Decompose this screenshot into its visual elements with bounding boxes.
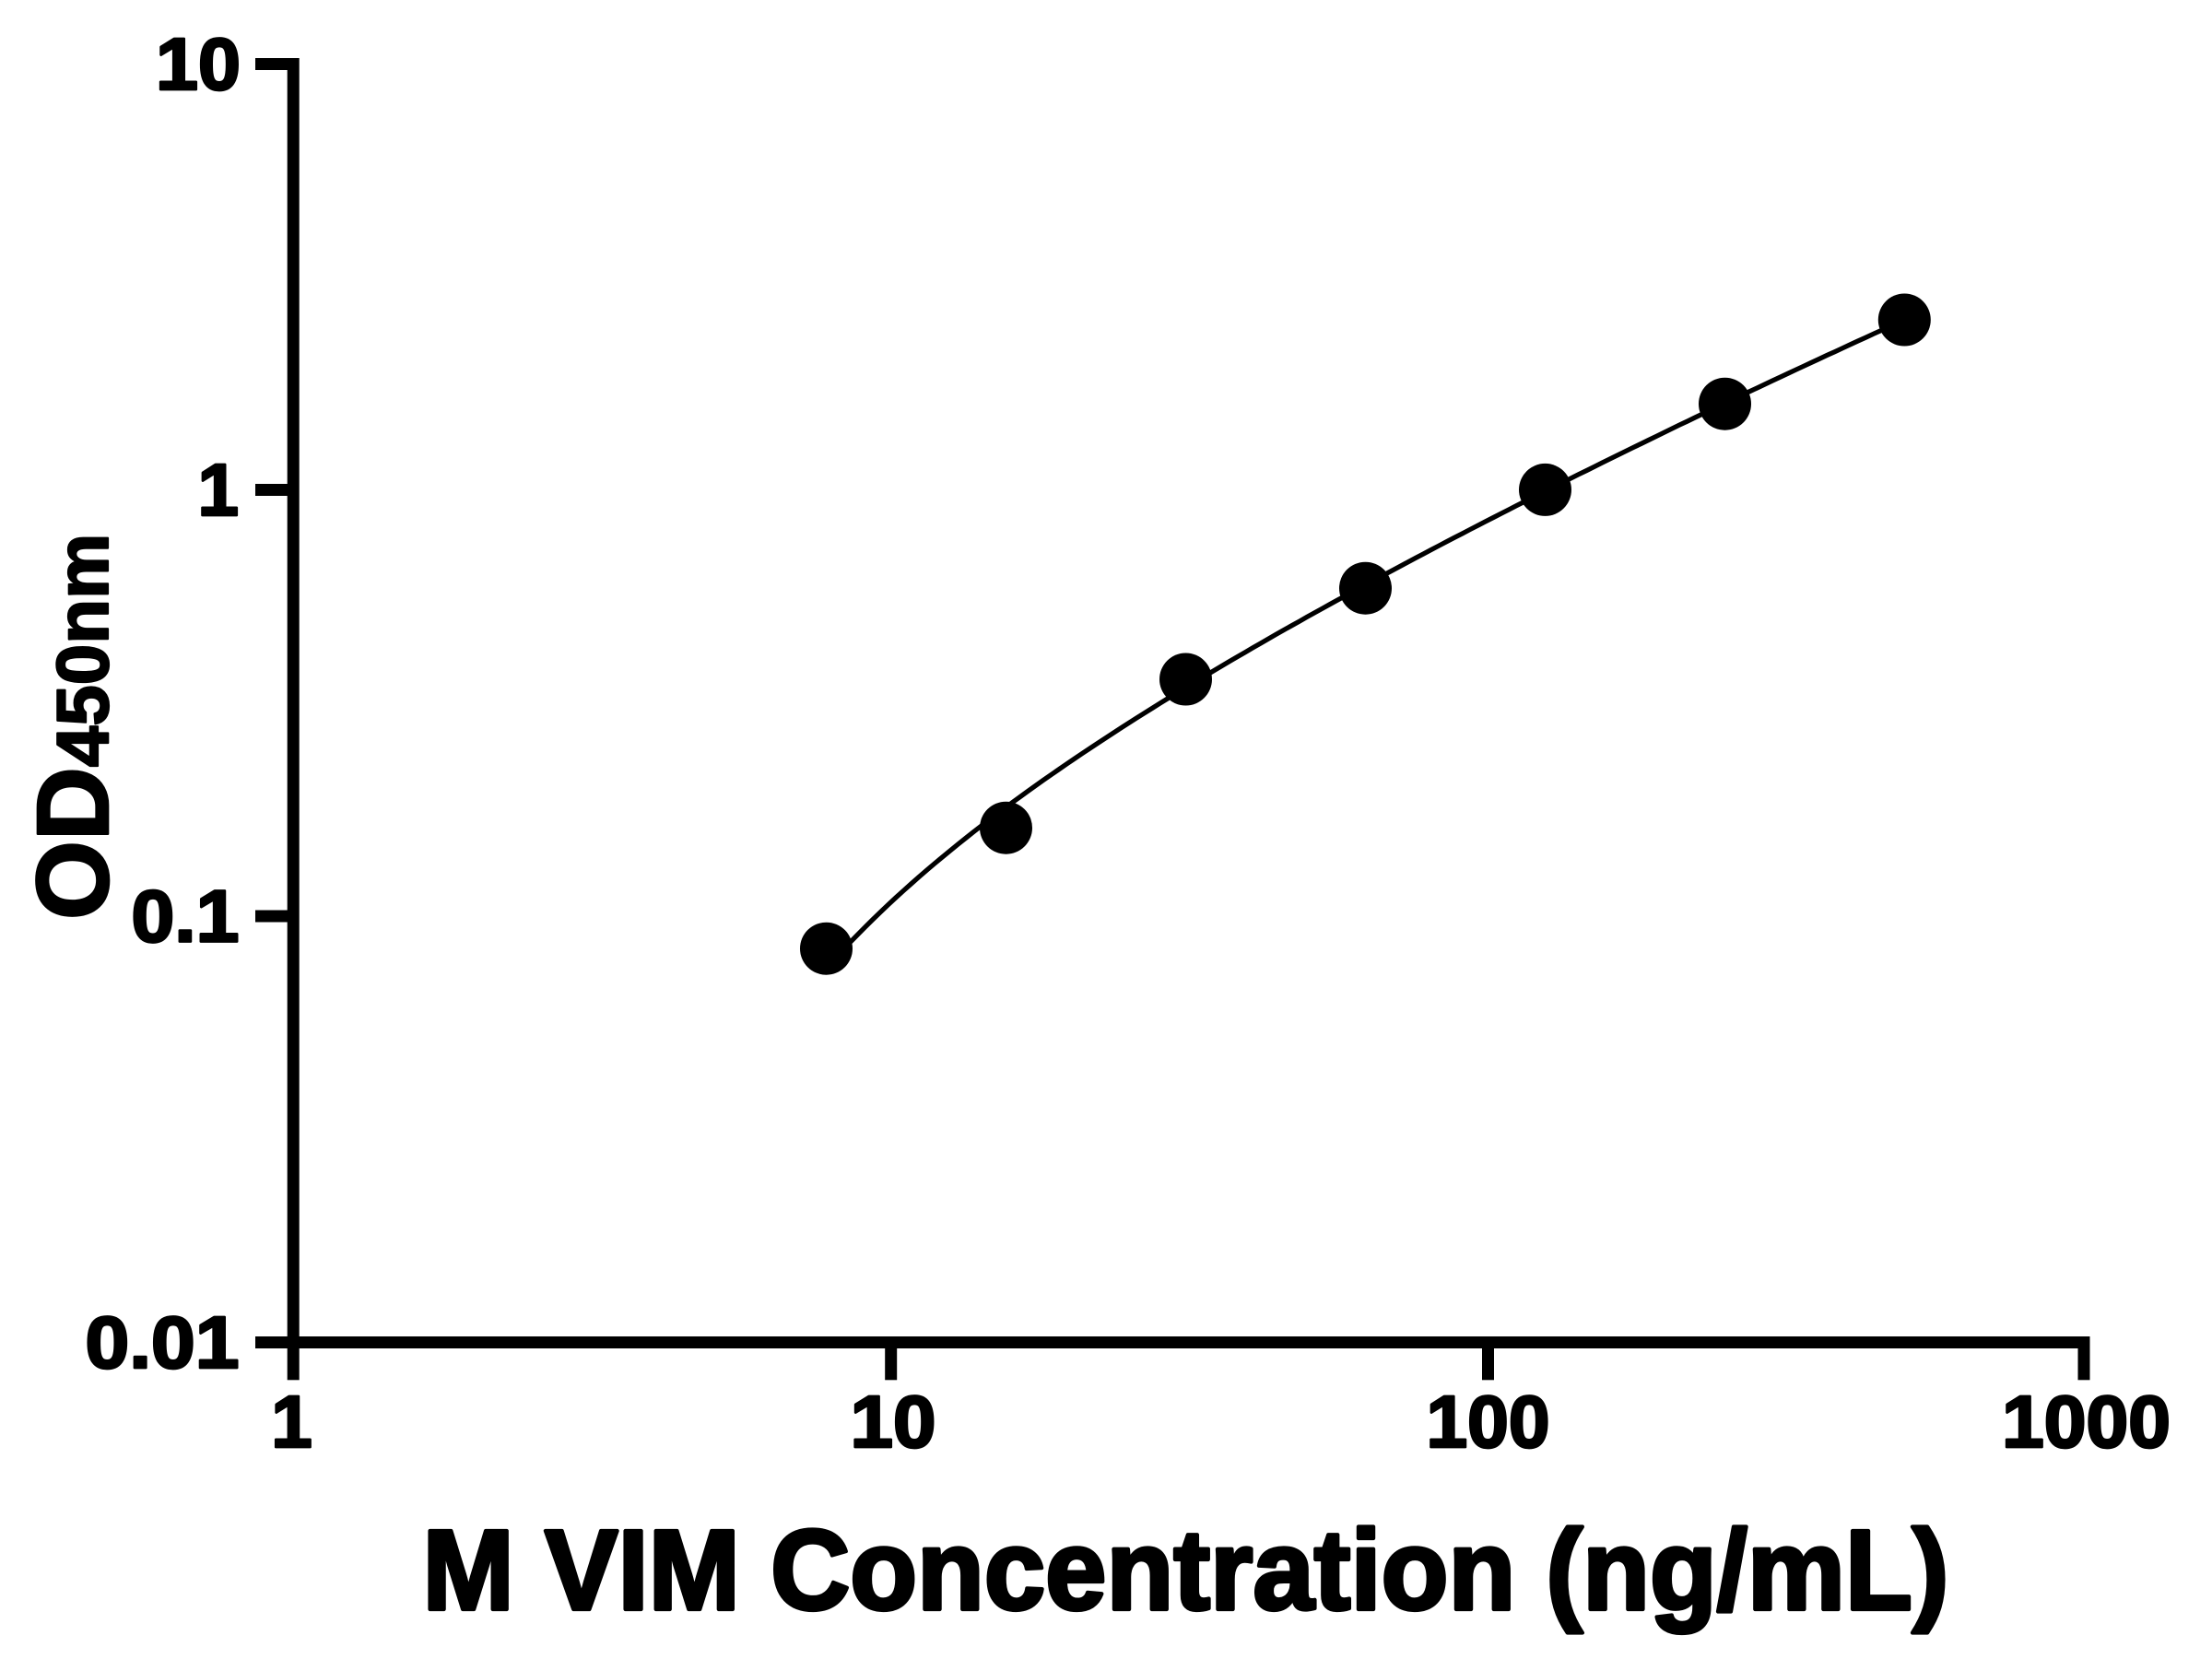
svg-text:0.1: 0.1: [132, 876, 240, 958]
svg-text:10: 10: [851, 1381, 936, 1463]
svg-text:100: 100: [1427, 1381, 1550, 1463]
svg-text:10: 10: [156, 23, 241, 105]
svg-text:1: 1: [271, 1381, 312, 1463]
svg-text:M VIM Concentration (ng/mL): M VIM Concentration (ng/mL): [423, 1508, 1949, 1634]
svg-text:0.01: 0.01: [86, 1301, 240, 1383]
svg-text:1: 1: [198, 449, 240, 531]
svg-text:1000: 1000: [2002, 1381, 2171, 1463]
